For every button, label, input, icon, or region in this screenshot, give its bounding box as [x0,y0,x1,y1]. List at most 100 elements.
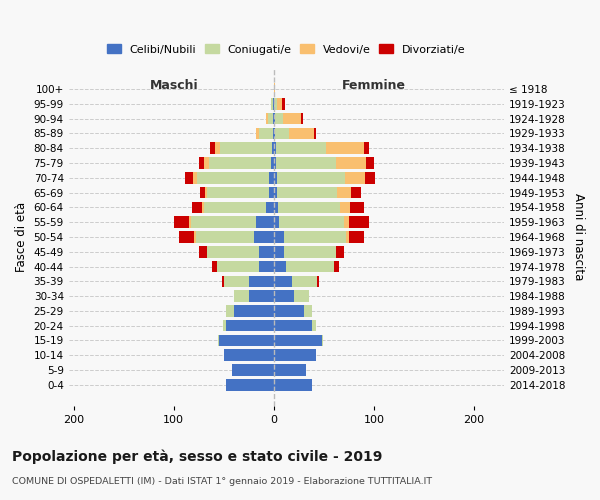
Bar [274,158,276,169]
Bar [210,142,215,154]
Bar [268,113,273,124]
Text: Femmine: Femmine [342,78,406,92]
Bar [292,276,317,287]
Bar [278,202,340,213]
Bar [326,142,364,154]
Bar [284,246,336,258]
Bar [271,98,273,110]
Bar [191,216,256,228]
Bar [179,231,194,242]
Bar [217,261,259,272]
Bar [274,84,275,95]
Bar [232,364,274,376]
Bar [207,246,259,258]
Bar [196,231,254,242]
Legend: Celibi/Nubili, Coniugati/e, Vedovi/e, Divorziati/e: Celibi/Nubili, Coniugati/e, Vedovi/e, Di… [103,40,470,59]
Bar [259,246,274,258]
Bar [349,216,369,228]
Text: Maschi: Maschi [149,78,198,92]
Bar [254,231,274,242]
Bar [274,113,275,124]
Bar [289,128,314,139]
Bar [271,158,274,169]
Bar [286,261,334,272]
Bar [279,216,344,228]
Bar [274,350,316,361]
Text: COMUNE DI OSPEDALETTI (IM) - Dati ISTAT 1° gennaio 2019 - Elaborazione TUTTITALI: COMUNE DI OSPEDALETTI (IM) - Dati ISTAT … [12,478,432,486]
Bar [336,158,366,169]
Bar [185,172,193,184]
Bar [322,334,323,346]
Bar [334,261,339,272]
Bar [274,246,284,258]
Bar [274,187,277,198]
Bar [346,231,349,242]
Bar [294,290,309,302]
Bar [337,187,351,198]
Bar [282,98,285,110]
Bar [222,276,224,287]
Y-axis label: Fasce di età: Fasce di età [15,202,28,272]
Bar [366,158,374,169]
Bar [274,216,279,228]
Bar [223,320,226,332]
Bar [259,261,274,272]
Bar [215,142,220,154]
Bar [204,158,209,169]
Bar [209,158,271,169]
Bar [199,158,204,169]
Bar [336,246,344,258]
Bar [340,202,350,213]
Bar [212,261,217,272]
Bar [275,128,289,139]
Bar [274,128,275,139]
Bar [274,276,292,287]
Bar [226,320,274,332]
Y-axis label: Anni di nascita: Anni di nascita [572,194,585,280]
Bar [365,172,375,184]
Bar [304,305,312,316]
Bar [364,142,369,154]
Bar [312,320,316,332]
Bar [269,187,274,198]
Bar [276,158,336,169]
Bar [349,231,364,242]
Bar [204,202,266,213]
Bar [274,364,306,376]
Bar [274,334,322,346]
Bar [275,113,283,124]
Bar [345,172,365,184]
Bar [317,276,319,287]
Bar [274,231,284,242]
Bar [266,113,268,124]
Bar [193,172,197,184]
Bar [226,379,274,390]
Bar [274,305,304,316]
Bar [274,379,312,390]
Bar [218,334,219,346]
Bar [234,305,274,316]
Bar [174,216,189,228]
Bar [220,142,272,154]
Bar [226,305,234,316]
Bar [207,187,269,198]
Bar [344,216,349,228]
Bar [234,290,249,302]
Bar [202,202,204,213]
Bar [283,113,301,124]
Bar [284,231,346,242]
Bar [266,202,274,213]
Bar [273,98,274,110]
Bar [256,128,259,139]
Bar [277,187,337,198]
Bar [274,142,276,154]
Bar [200,187,205,198]
Bar [274,261,286,272]
Bar [224,276,249,287]
Bar [269,172,274,184]
Bar [301,113,303,124]
Bar [274,172,277,184]
Bar [351,187,361,198]
Bar [259,128,273,139]
Bar [273,113,274,124]
